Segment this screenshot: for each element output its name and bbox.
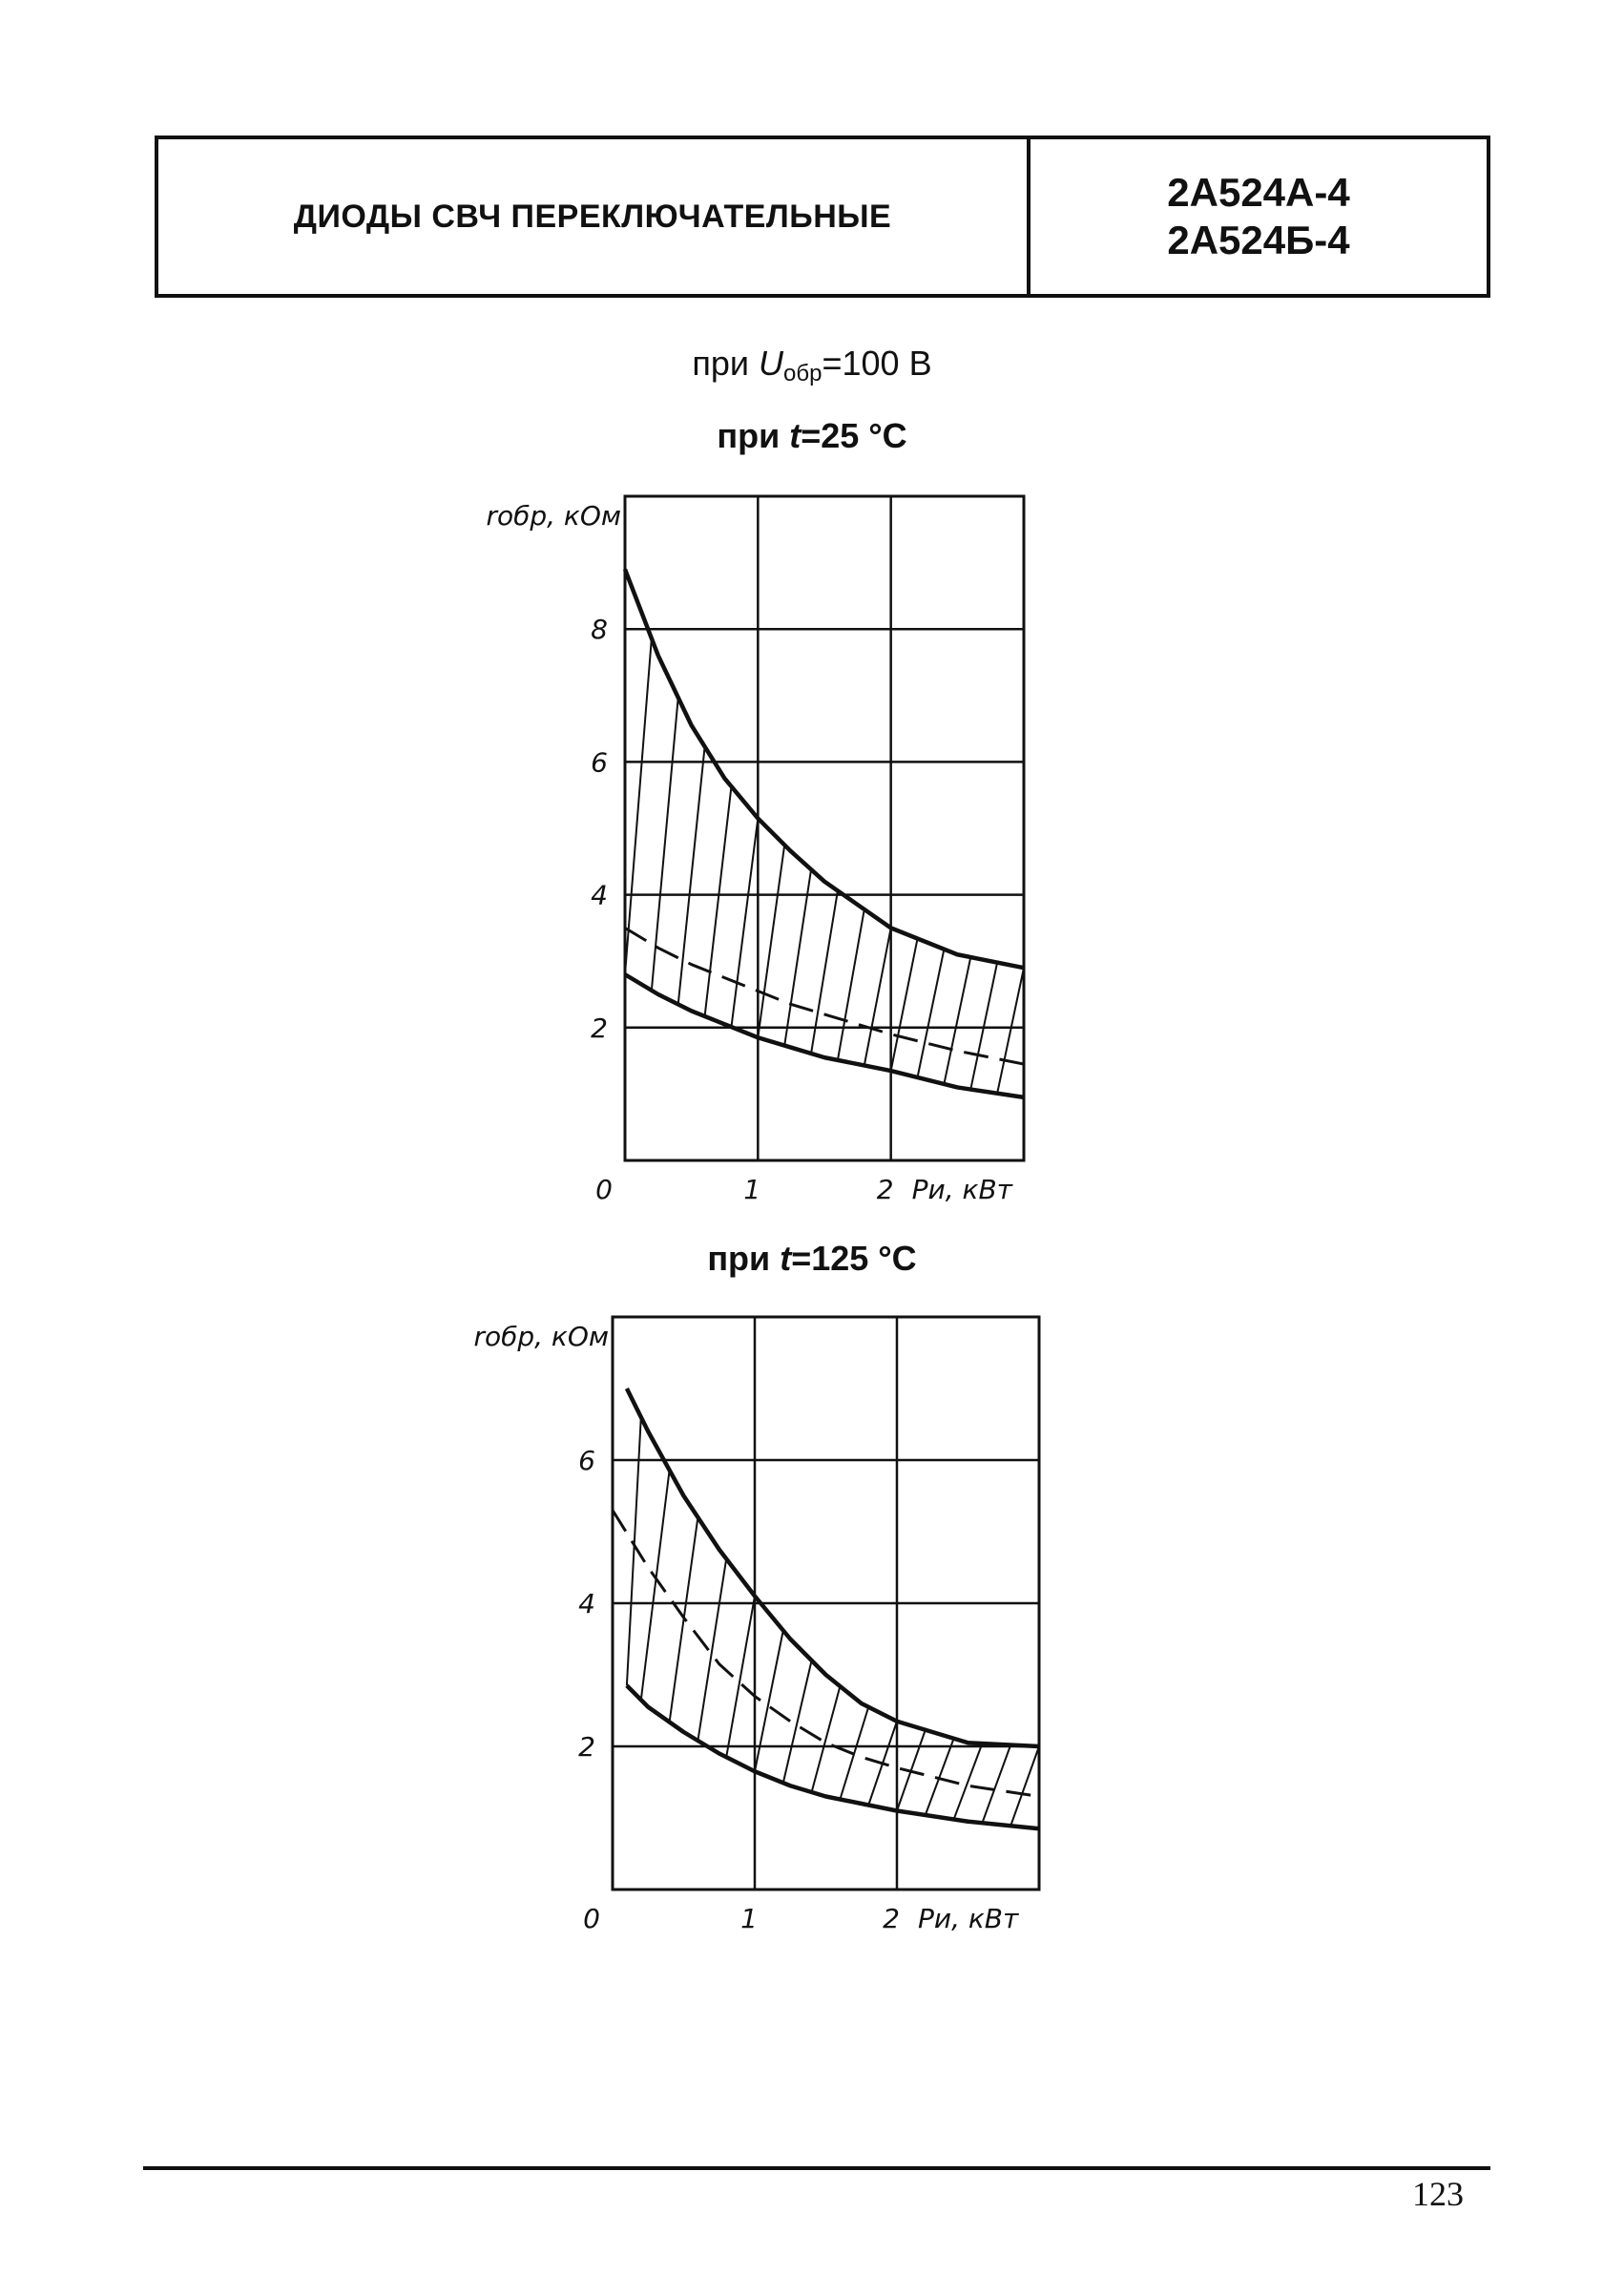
hatch-line bbox=[639, 1470, 671, 1701]
hatch-group bbox=[625, 637, 1024, 1094]
series-curve-1-solid bbox=[622, 568, 1025, 971]
hatch-line bbox=[1010, 1745, 1039, 1827]
hatch-line bbox=[952, 1743, 984, 1820]
hatch-line bbox=[625, 1416, 642, 1686]
hatch-line bbox=[757, 845, 786, 1038]
plot-frame bbox=[611, 1315, 1041, 1891]
hatch-line bbox=[889, 938, 919, 1072]
hatch-line bbox=[703, 786, 733, 1017]
hatch-line bbox=[730, 818, 760, 1028]
hatch-line bbox=[725, 1596, 756, 1758]
y-tick-label: 8 bbox=[591, 614, 608, 645]
chart-25c: 2 4 6 8 0 1 2 rобр, кОм Pи, кВт bbox=[486, 494, 1026, 1205]
series-curve-2-dashed bbox=[624, 927, 1025, 1066]
y-axis-label: rобр, кОм bbox=[473, 1321, 609, 1352]
header-table: ДИОДЫ СВЧ ПЕРЕКЛЮЧАТЕЛЬНЫЕ 2А524А-4 2А52… bbox=[155, 136, 1490, 298]
hatch-line bbox=[697, 1558, 728, 1742]
x-axis-label: Pи, кВт bbox=[918, 1903, 1019, 1934]
hatch-line bbox=[650, 697, 679, 991]
x-tick-label: 1 bbox=[740, 1903, 758, 1934]
page-number: 123 bbox=[1412, 2175, 1464, 2213]
series-curve-3-solid bbox=[623, 972, 1025, 1100]
condition-symbol: U bbox=[759, 344, 784, 383]
hatch-line bbox=[996, 967, 1024, 1094]
series-curve-3-solid bbox=[625, 1683, 1040, 1831]
header-title: ДИОДЫ СВЧ ПЕРЕКЛЮЧАТЕЛЬНЫЕ bbox=[293, 198, 892, 235]
x-tick-label: 2 bbox=[877, 1174, 894, 1205]
y-tick-label: 6 bbox=[591, 746, 608, 778]
x-tick-label: 1 bbox=[743, 1174, 760, 1205]
y-tick-label: 4 bbox=[591, 880, 608, 911]
hatch-line bbox=[836, 908, 865, 1061]
part-number-b: 2А524Б-4 bbox=[1167, 218, 1350, 262]
chart2-title-suffix: =125 °C bbox=[791, 1239, 917, 1278]
y-tick-label: 6 bbox=[578, 1445, 595, 1476]
y-tick-label: 2 bbox=[578, 1731, 595, 1763]
y-axis-label: rобр, кОм bbox=[486, 500, 621, 532]
header-title-cell: ДИОДЫ СВЧ ПЕРЕКЛЮЧАТЕЛЬНЫЕ bbox=[158, 139, 1031, 294]
hatch-line bbox=[783, 869, 813, 1046]
chart2-title: при t=125 °C bbox=[0, 1239, 1624, 1279]
condition-line: при Uобр=100 В bbox=[0, 344, 1624, 387]
chart1-title-prefix: при bbox=[717, 416, 790, 455]
hatch-line bbox=[810, 1685, 842, 1793]
hatch-line bbox=[810, 890, 839, 1054]
condition-prefix: при bbox=[692, 344, 760, 383]
chart2-title-prefix: при bbox=[707, 1239, 781, 1278]
x-tick-label: 0 bbox=[595, 1174, 613, 1205]
chart2-title-symbol: t bbox=[780, 1239, 792, 1278]
hatch-line bbox=[625, 637, 653, 975]
series-curve-1-solid bbox=[624, 1387, 1040, 1749]
header-part-cell: 2А524А-4 2А524Б-4 bbox=[1031, 139, 1487, 294]
hatch-line bbox=[754, 1630, 784, 1772]
series-curve-2-dashed bbox=[611, 1509, 1040, 1798]
x-tick-label: 2 bbox=[883, 1903, 900, 1934]
condition-subscript: обр bbox=[783, 361, 822, 386]
x-axis-label: Pи, кВт bbox=[912, 1174, 1013, 1205]
x-tick-label: 0 bbox=[583, 1903, 600, 1934]
hatch-group bbox=[625, 1416, 1039, 1827]
hatch-line bbox=[981, 1744, 1012, 1824]
hatch-line bbox=[943, 956, 972, 1085]
y-tick-label: 4 bbox=[578, 1588, 595, 1619]
hatch-line bbox=[924, 1738, 955, 1816]
chart1-title-symbol: t bbox=[789, 416, 802, 455]
chart1-title: при t=25 °C bbox=[0, 416, 1624, 456]
hatch-line bbox=[969, 962, 999, 1090]
chart1-title-suffix: =25 °C bbox=[801, 416, 907, 455]
footer-rule bbox=[143, 2166, 1490, 2170]
condition-suffix: =100 В bbox=[822, 344, 932, 383]
hatch-line bbox=[781, 1660, 813, 1784]
part-number-a: 2А524А-4 bbox=[1167, 170, 1350, 215]
plot-frame bbox=[623, 494, 1026, 1162]
y-tick-label: 2 bbox=[591, 1013, 608, 1044]
hatch-line bbox=[916, 949, 946, 1078]
hatch-line bbox=[863, 928, 892, 1066]
chart-125c: 2 4 6 0 1 2 rобр, кОм Pи, кВт bbox=[473, 1315, 1041, 1934]
hatch-line bbox=[677, 746, 706, 1005]
